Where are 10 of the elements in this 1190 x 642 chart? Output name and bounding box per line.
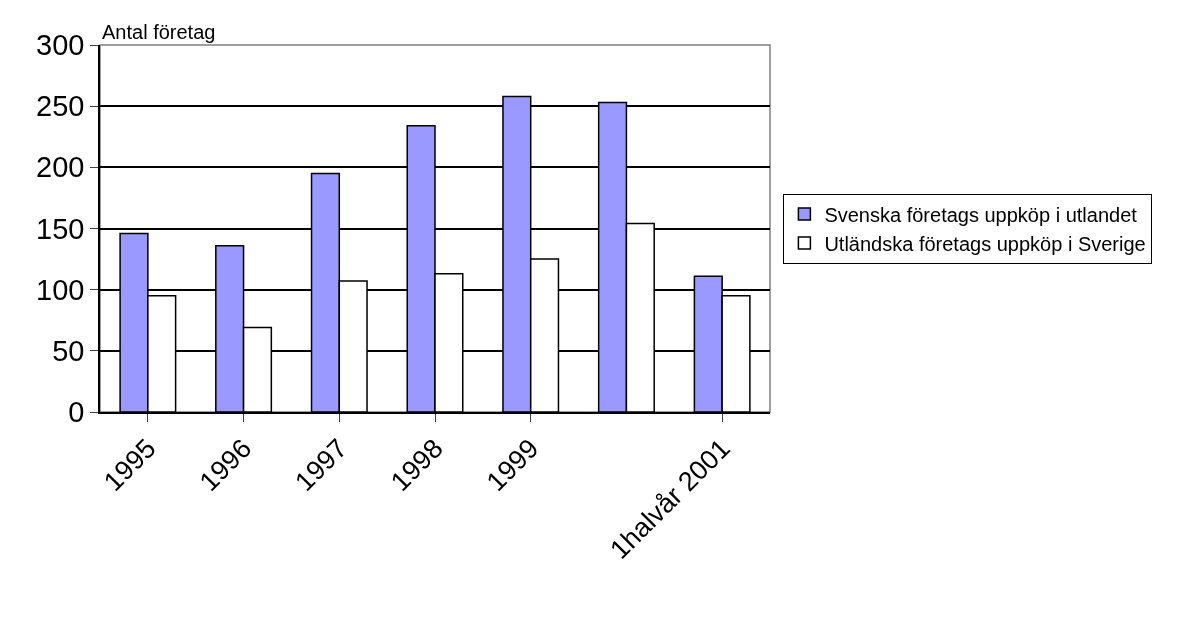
- y-axis-title: Antal företag: [102, 21, 216, 43]
- y-tick-label: 200: [36, 151, 85, 184]
- y-tick-label: 150: [36, 212, 85, 245]
- y-tick-label: 300: [36, 29, 85, 62]
- y-tick-label: 100: [36, 273, 85, 306]
- y-tick-label: 50: [52, 334, 85, 367]
- y-tick-label: 0: [68, 396, 85, 429]
- y-tick-label: 250: [36, 90, 85, 123]
- legend-label: Svenska företags uppköp i utlandet: [824, 203, 1138, 226]
- legend-label: Utländska företags uppköp i Sverige: [824, 232, 1146, 255]
